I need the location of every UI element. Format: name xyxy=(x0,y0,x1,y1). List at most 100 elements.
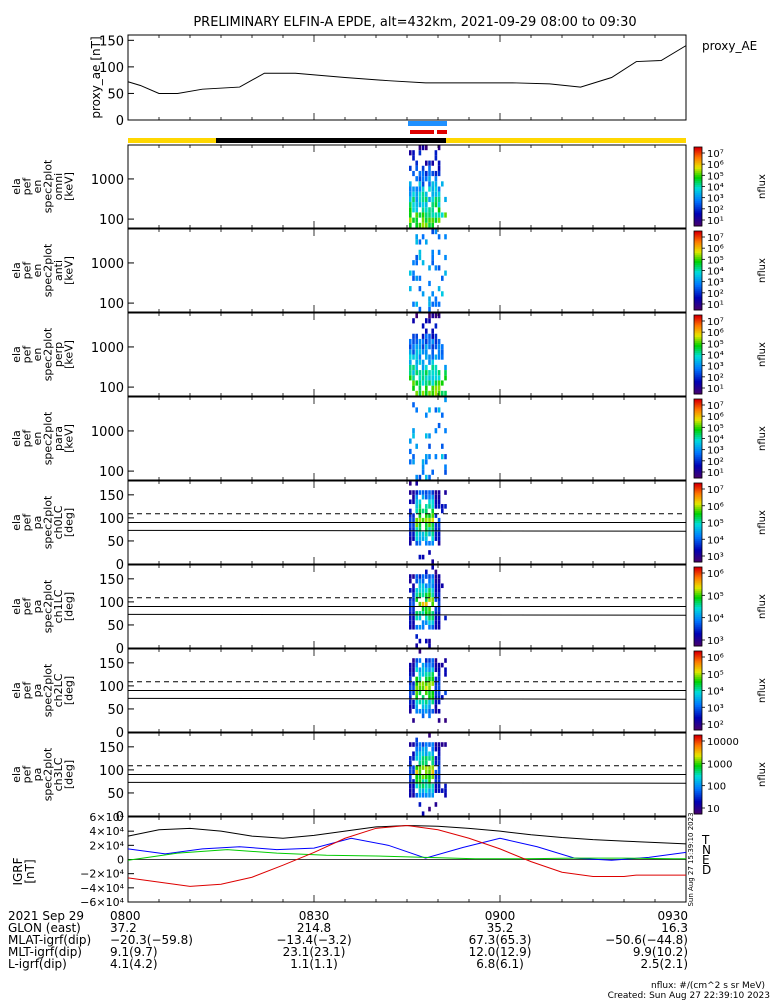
colorbar-cell xyxy=(694,494,702,498)
ylabel-line: pef xyxy=(21,597,34,616)
heatmap-cell xyxy=(412,601,415,607)
colorbar-tick-label: 10⁶ xyxy=(707,328,724,339)
colorbar-cell xyxy=(694,514,702,518)
colorbar-cell xyxy=(694,768,702,772)
heatmap-cell xyxy=(434,202,438,208)
heatmap-cell xyxy=(431,333,434,339)
heatmap-cell xyxy=(431,196,434,203)
colorbar-cell xyxy=(694,250,702,254)
heatmap-cell xyxy=(412,751,415,757)
colorbar-cell xyxy=(694,282,702,285)
colorbar-tick-label: 10⁴ xyxy=(707,614,724,625)
heatmap-cell xyxy=(425,708,428,714)
heatmap-cell xyxy=(444,364,447,371)
colorbar-cell xyxy=(694,540,702,543)
heatmap-cell xyxy=(409,522,412,528)
colorbar-cell xyxy=(694,784,702,787)
colorbar-cell xyxy=(694,234,702,238)
heatmap-cell xyxy=(418,540,422,546)
colorbar-cell xyxy=(694,486,702,490)
heatmap-cell xyxy=(434,658,438,663)
colorbar-cell xyxy=(694,560,702,563)
heatmap-cell xyxy=(431,181,434,187)
heatmap-cell xyxy=(409,774,412,780)
heatmap-cell xyxy=(418,344,422,350)
colorbar-cell xyxy=(694,218,702,221)
orbit-bar xyxy=(216,138,446,143)
colorbar-cell xyxy=(694,782,702,785)
heatmap-cell xyxy=(434,212,438,218)
heatmap-cell xyxy=(421,344,425,350)
heatmap-cell xyxy=(431,513,434,518)
colorbar-cell xyxy=(694,442,702,445)
colorbar-cell xyxy=(694,224,702,227)
ylabel-line: omni xyxy=(52,173,65,200)
heatmap-cell xyxy=(418,611,422,616)
heatmap-cell xyxy=(441,508,444,514)
colorbar-cell xyxy=(694,276,702,279)
heatmap-cell xyxy=(437,690,441,696)
heatmap-cell xyxy=(412,494,415,500)
colorbar-cell xyxy=(694,290,702,293)
heatmap-cell xyxy=(431,588,434,593)
heatmap-cell xyxy=(434,620,438,625)
heatmap-cell xyxy=(434,578,438,584)
heatmap-cell xyxy=(409,699,412,705)
heatmap-cell xyxy=(431,291,434,297)
heatmap-cell xyxy=(428,751,431,757)
heatmap-cell xyxy=(437,196,441,203)
heatmap-cell xyxy=(421,333,425,339)
heatmap-cell xyxy=(425,681,428,686)
heatmap-cell xyxy=(431,217,434,223)
colorbar-cell xyxy=(694,512,702,516)
heatmap-cell xyxy=(412,588,415,593)
heatmap-cell xyxy=(415,359,418,365)
heatmap-cell xyxy=(434,708,438,714)
y-tick-label: 150 xyxy=(99,741,124,756)
heatmap-cell xyxy=(425,380,428,386)
heatmap-cell xyxy=(428,690,431,696)
ylabel-line: ela xyxy=(10,346,23,363)
colorbar-cell xyxy=(694,714,702,717)
colorbar-cell xyxy=(694,270,702,273)
heatmap-cell xyxy=(415,207,418,213)
colorbar-cell xyxy=(694,678,702,682)
heatmap-cell xyxy=(425,344,428,350)
colorbar-cell xyxy=(694,742,702,746)
heatmap-cell xyxy=(415,527,418,532)
heatmap-cell xyxy=(437,407,441,413)
heatmap-cell xyxy=(425,769,428,775)
xaxis-row-value: 0830 xyxy=(299,909,330,923)
heatmap-cell xyxy=(428,792,431,798)
heatmap-cell xyxy=(418,601,422,607)
colorbar-cell xyxy=(694,328,702,332)
heatmap-cell xyxy=(409,611,412,616)
heatmap-cell xyxy=(418,275,422,281)
colorbar-cell xyxy=(694,804,702,807)
heatmap-cell xyxy=(421,765,425,770)
heatmap-cell xyxy=(437,592,441,598)
heatmap-cell xyxy=(415,176,418,182)
colorbar-cell xyxy=(694,800,702,803)
colorbar-cell xyxy=(694,180,702,184)
colorbar-cell xyxy=(694,708,702,711)
heatmap-cell xyxy=(415,239,418,245)
heatmap-cell xyxy=(409,667,412,673)
y-tick-label: 100 xyxy=(99,381,124,396)
heatmap-cell xyxy=(425,385,428,391)
heatmap-cell xyxy=(441,583,444,589)
heatmap-cell xyxy=(415,160,418,166)
heatmap-cell xyxy=(437,202,441,208)
y-tick-label: 150 xyxy=(99,489,124,504)
ylabel-line: spec2plot xyxy=(42,663,55,717)
panel-elb-perp: 1001000elapefenspec2plotperp[keV]10¹10²1… xyxy=(10,312,768,397)
heatmap-cell xyxy=(421,375,425,381)
colorbar-tick-label: 10⁷ xyxy=(707,401,724,412)
colorbar-cell xyxy=(694,174,702,178)
colorbar-cell xyxy=(694,280,702,283)
colorbar-cell xyxy=(694,788,702,791)
heatmap-cell xyxy=(409,578,412,584)
proxy-ae-line xyxy=(127,45,687,94)
